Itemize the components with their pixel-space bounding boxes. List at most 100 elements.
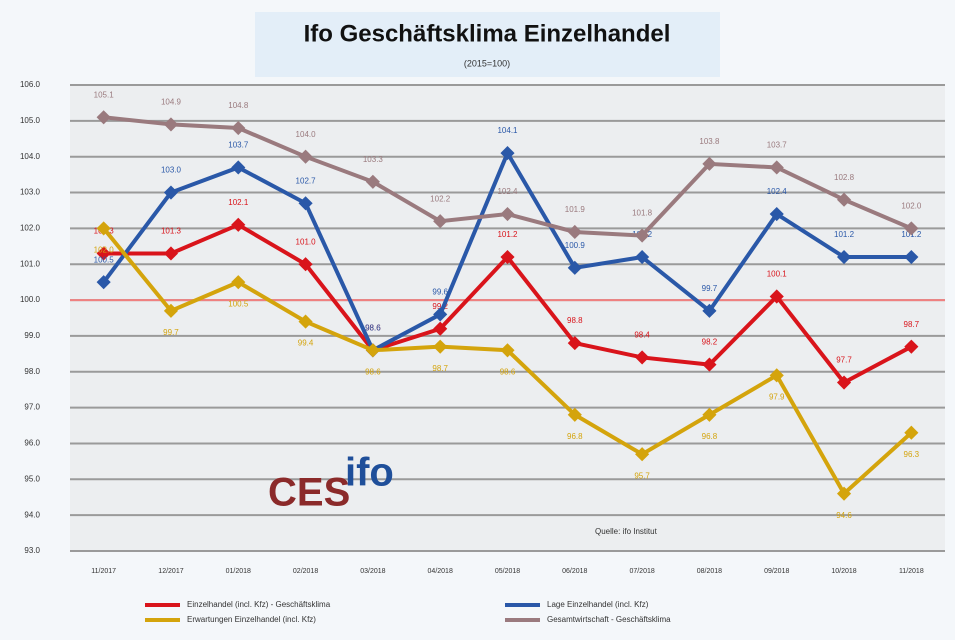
title-box <box>255 12 720 77</box>
data-label: 99.7 <box>163 328 179 337</box>
data-label: 104.9 <box>161 98 182 107</box>
marker <box>635 228 650 243</box>
data-label: 103.0 <box>161 166 182 175</box>
marker <box>365 343 380 358</box>
data-label: 101.8 <box>632 209 653 218</box>
data-label: 102.1 <box>228 198 249 207</box>
marker <box>836 249 852 265</box>
data-label: 102.4 <box>767 187 788 196</box>
chart-subtitle: (2015=100) <box>464 58 510 68</box>
chart-title: Ifo Geschäftsklima Einzelhandel <box>304 20 671 47</box>
data-label: 98.7 <box>904 320 920 329</box>
y-tick-label: 99.0 <box>24 331 40 340</box>
data-label: 99.7 <box>702 284 718 293</box>
data-label: 101.9 <box>565 205 586 214</box>
marker <box>163 303 179 318</box>
data-label: 97.9 <box>769 392 785 401</box>
marker <box>500 343 515 358</box>
marker <box>769 160 784 175</box>
data-label: 96.8 <box>567 432 583 441</box>
x-tick-label: 10/2018 <box>831 568 856 575</box>
data-label: 94.6 <box>836 511 852 520</box>
marker <box>904 221 919 236</box>
data-label: 102.8 <box>834 173 855 182</box>
data-label: 105.1 <box>94 90 115 99</box>
y-tick-label: 94.0 <box>24 510 40 519</box>
y-tick-label: 100.0 <box>20 295 41 304</box>
marker <box>567 260 582 275</box>
marker <box>231 160 246 175</box>
data-label: 99.6 <box>432 288 448 297</box>
data-label: 101.3 <box>161 227 182 236</box>
marker <box>163 246 179 261</box>
marker <box>702 357 717 372</box>
data-label: 103.3 <box>363 155 384 164</box>
data-label: 96.3 <box>904 450 920 459</box>
data-label: 98.6 <box>365 367 381 376</box>
x-tick-label: 04/2018 <box>428 568 453 575</box>
marker <box>96 275 111 290</box>
data-label: 98.7 <box>432 364 448 373</box>
x-tick-label: 08/2018 <box>697 568 722 575</box>
data-label: 95.7 <box>634 471 650 480</box>
data-label: 102.0 <box>901 201 922 210</box>
x-tick-label: 07/2018 <box>629 568 654 575</box>
y-tick-label: 97.0 <box>24 403 40 412</box>
legend-label: Lage Einzelhandel (incl. Kfz) <box>547 600 649 609</box>
x-tick-label: 01/2018 <box>226 568 251 575</box>
data-label: 100.5 <box>228 299 249 308</box>
x-tick-label: 12/2017 <box>158 568 183 575</box>
marker <box>836 486 852 501</box>
legend-label: Erwartungen Einzelhandel (incl. Kfz) <box>187 615 316 624</box>
y-tick-label: 95.0 <box>24 474 40 483</box>
marker <box>702 303 717 318</box>
plot-area <box>70 85 945 551</box>
marker <box>904 249 919 265</box>
marker <box>567 224 582 240</box>
marker <box>836 192 852 207</box>
data-label: 102.2 <box>430 194 451 203</box>
marker <box>298 149 313 164</box>
marker <box>433 214 448 229</box>
marker <box>298 257 313 272</box>
marker <box>231 275 246 290</box>
marker <box>500 206 515 222</box>
logo-ifo: ifo <box>345 451 394 495</box>
data-label: 98.6 <box>365 323 381 332</box>
marker <box>702 156 717 171</box>
x-tick-label: 03/2018 <box>360 568 385 575</box>
marker <box>769 206 784 222</box>
marker <box>904 425 919 440</box>
data-label: 98.6 <box>365 323 381 332</box>
data-label: 100.5 <box>94 255 115 264</box>
marker <box>231 217 246 232</box>
legend-label: Gesamtwirtschaft - Geschäftsklima <box>547 615 671 624</box>
data-label: 101.0 <box>296 237 317 246</box>
data-label: 98.6 <box>500 367 516 376</box>
x-tick-label: 09/2018 <box>764 568 789 575</box>
data-label: 103.7 <box>228 141 249 150</box>
marker <box>702 407 717 422</box>
marker <box>500 146 515 161</box>
data-label: 103.7 <box>767 141 788 150</box>
marker <box>433 321 448 336</box>
source: Quelle: ifo Institut <box>595 527 658 536</box>
y-tick-label: 103.0 <box>20 188 41 197</box>
data-label: 104.0 <box>296 130 317 139</box>
marker <box>433 339 448 354</box>
data-label: 101.2 <box>834 230 855 239</box>
x-tick-label: 02/2018 <box>293 568 318 575</box>
data-label: 104.1 <box>497 126 518 135</box>
data-label: 102.4 <box>497 187 518 196</box>
y-tick-label: 104.0 <box>20 152 41 161</box>
data-label: 100.9 <box>565 241 586 250</box>
legend-label: Einzelhandel (incl. Kfz) - Geschäftsklim… <box>187 600 331 609</box>
marker <box>635 447 650 462</box>
data-label: 97.7 <box>836 356 852 365</box>
data-label: 104.8 <box>228 101 249 110</box>
x-tick-label: 11/2017 <box>91 568 116 575</box>
data-label: 102.7 <box>296 176 317 185</box>
marker <box>769 289 784 304</box>
data-label: 103.8 <box>699 137 720 146</box>
